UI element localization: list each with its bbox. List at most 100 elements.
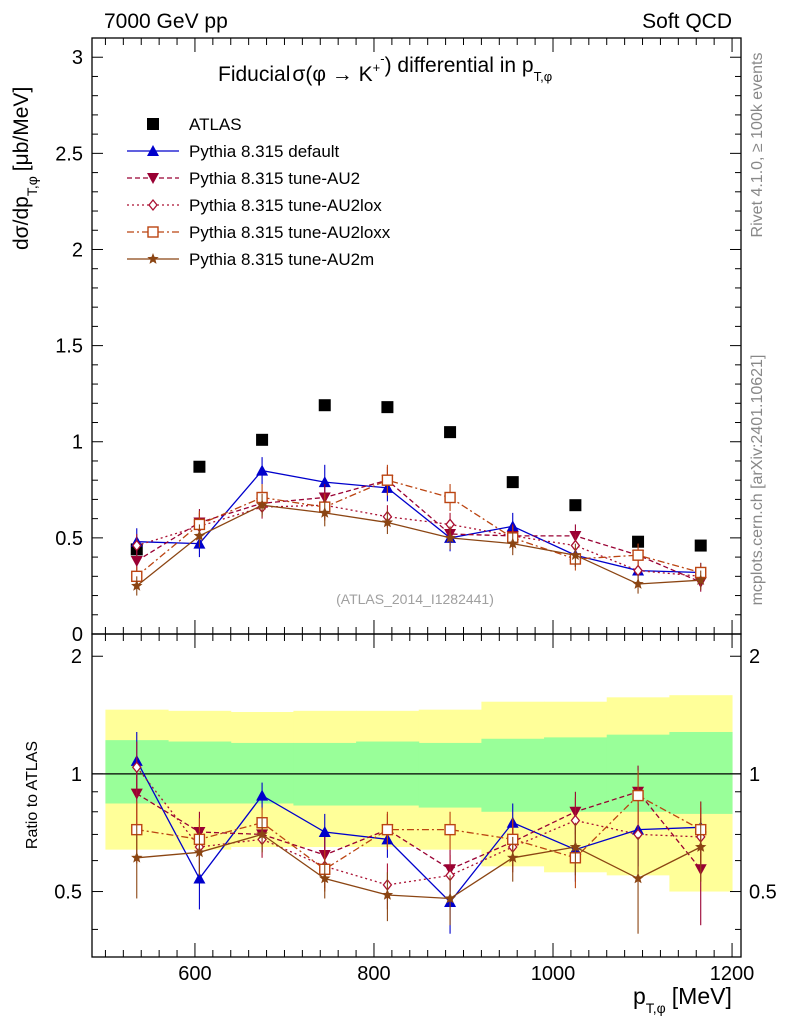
ratio-band-inner: [418, 742, 482, 808]
ratio-point-au2m: [319, 872, 331, 884]
x-tick-label: 800: [357, 963, 390, 985]
main-series-au2m: [131, 493, 707, 596]
main-point-au2m: [569, 549, 582, 560]
main-point-atlas: [632, 535, 645, 548]
ratio-point-default: [256, 789, 269, 801]
x-tick-label: 1000: [531, 963, 576, 985]
main-point-atlas: [318, 399, 331, 412]
legend-label-au2lox: Pythia 8.315 tune-AU2lox: [189, 196, 382, 215]
ratio-point-au2loxx: [632, 789, 644, 802]
ratio-point-default: [318, 826, 331, 838]
analysis-watermark: (ATLAS_2014_I1282441): [336, 591, 494, 607]
main-point-au2m: [193, 529, 206, 541]
ratio-y-axis-label: Ratio to ATLAS: [24, 741, 41, 849]
ratio-point-au2m: [131, 851, 143, 863]
ratio-ytick-label-right: 1: [749, 764, 760, 786]
legend-label-au2m: Pythia 8.315 tune-AU2m: [189, 250, 374, 269]
ratio-ytick-label-right: 0.5: [749, 882, 777, 904]
ratio-ytick-label-left: 0.5: [54, 882, 82, 904]
ratio-line-default: [136, 760, 701, 903]
legend-marker-au2m: [147, 253, 159, 264]
rivet-version-label: Rivet 4.1.0, ≥ 100k events: [749, 53, 766, 238]
x-tick-label: 600: [178, 963, 211, 985]
ratio-frame: [91, 633, 742, 958]
legend-marker-default: [147, 145, 159, 156]
ratio-line-au2loxx: [136, 794, 702, 871]
main-point-au2loxx: [444, 491, 456, 504]
main-point-default: [318, 476, 331, 488]
ratio-point-au2loxx: [381, 823, 394, 836]
header-process-label: Soft QCD: [642, 10, 732, 33]
main-point-atlas: [381, 401, 394, 414]
main-line-au2lox: [136, 504, 701, 577]
ratio-band-inner: [481, 738, 545, 812]
main-point-atlas: [444, 426, 457, 439]
legend-marker-au2loxx: [147, 226, 159, 238]
ratio-point-au2lox: [131, 761, 142, 774]
ratio-point-au2m: [444, 892, 456, 904]
main-line-au2m: [136, 504, 701, 587]
main-y-axis-label: dσ/dpT,φ[μb/MeV]: [10, 87, 40, 250]
main-point-atlas: [506, 476, 519, 489]
plot-title: Fiducialσ(φ → K+K-) differential in pT,φ: [218, 51, 552, 86]
main-line-au2loxx: [136, 479, 701, 577]
main-point-au2m: [131, 579, 143, 591]
x-axis-label: pT,φ [MeV]: [633, 983, 732, 1016]
ratio-ytick-label-left: 1: [71, 764, 82, 786]
main-ytick-label: 1: [72, 432, 83, 454]
ratio-point-au2m: [507, 851, 519, 863]
main-ytick-label: 0: [72, 624, 83, 646]
main-ytick-label: 2.5: [55, 143, 83, 165]
main-point-au2loxx: [381, 474, 394, 486]
legend: ATLAS Pythia 8.315 default Pythia 8.315 tu…: [127, 115, 391, 269]
main-plot-panel: (ATLAS_2014_I1282441) 0 0.5 1 1.5 2 2.5 3 Fidu…: [10, 37, 742, 646]
ratio-point-au2m: [695, 841, 707, 852]
ratio-point-au2m: [632, 872, 644, 884]
legend-marker-atlas: [147, 118, 159, 130]
main-point-au2m: [695, 574, 707, 585]
ratio-ytick-label-left: 2: [71, 646, 82, 668]
main-point-au2m: [632, 578, 644, 589]
main-point-atlas: [256, 433, 269, 446]
main-point-au2: [130, 555, 143, 567]
main-point-au2m: [381, 516, 394, 528]
header-beam-label: 7000 GeV pp: [104, 10, 228, 33]
main-point-atlas: [569, 499, 582, 512]
legend-label-au2loxx: Pythia 8.315 tune-AU2loxx: [189, 223, 391, 242]
ratio-ytick-label-right: 2: [749, 646, 760, 668]
main-line-default: [136, 469, 701, 574]
main-point-au2m: [319, 506, 331, 518]
ratio-point-default: [193, 872, 206, 884]
ratio-point-au2m: [381, 889, 394, 900]
main-series-atlas: [130, 399, 707, 556]
ratio-line-au2: [136, 791, 702, 871]
ratio-point-au2m: [569, 841, 582, 852]
ratio-point-au2m: [256, 828, 268, 840]
main-point-atlas: [193, 460, 206, 473]
main-point-atlas: [694, 539, 707, 552]
main-point-au2m: [507, 537, 519, 549]
mcplots-label: mcplots.cern.ch [arXiv:2401.10621]: [749, 355, 766, 606]
ratio-series-au2m: [131, 818, 707, 934]
ratio-band-inner: [669, 731, 733, 814]
x-tick-label: 1200: [710, 963, 755, 985]
main-ytick-label: 1.5: [55, 336, 83, 358]
ratio-point-au2m: [193, 846, 206, 858]
ratio-line-au2m: [136, 833, 701, 900]
legend-marker-au2: [147, 173, 159, 184]
main-ytick-label: 2: [72, 239, 83, 261]
main-line-au2: [136, 479, 701, 583]
ratio-point-au2loxx: [444, 823, 456, 836]
main-point-au2m: [444, 531, 456, 543]
main-point-au2loxx: [632, 549, 644, 561]
main-ytick-label: 0.5: [55, 528, 83, 550]
legend-label-au2: Pythia 8.315 tune-AU2: [189, 169, 360, 188]
ratio-band-inner: [168, 741, 232, 804]
main-point-default: [256, 464, 269, 476]
legend-label-default: Pythia 8.315 default: [189, 142, 340, 161]
legend-label-atlas: ATLAS: [189, 115, 242, 134]
legend-marker-au2lox: [148, 198, 158, 212]
